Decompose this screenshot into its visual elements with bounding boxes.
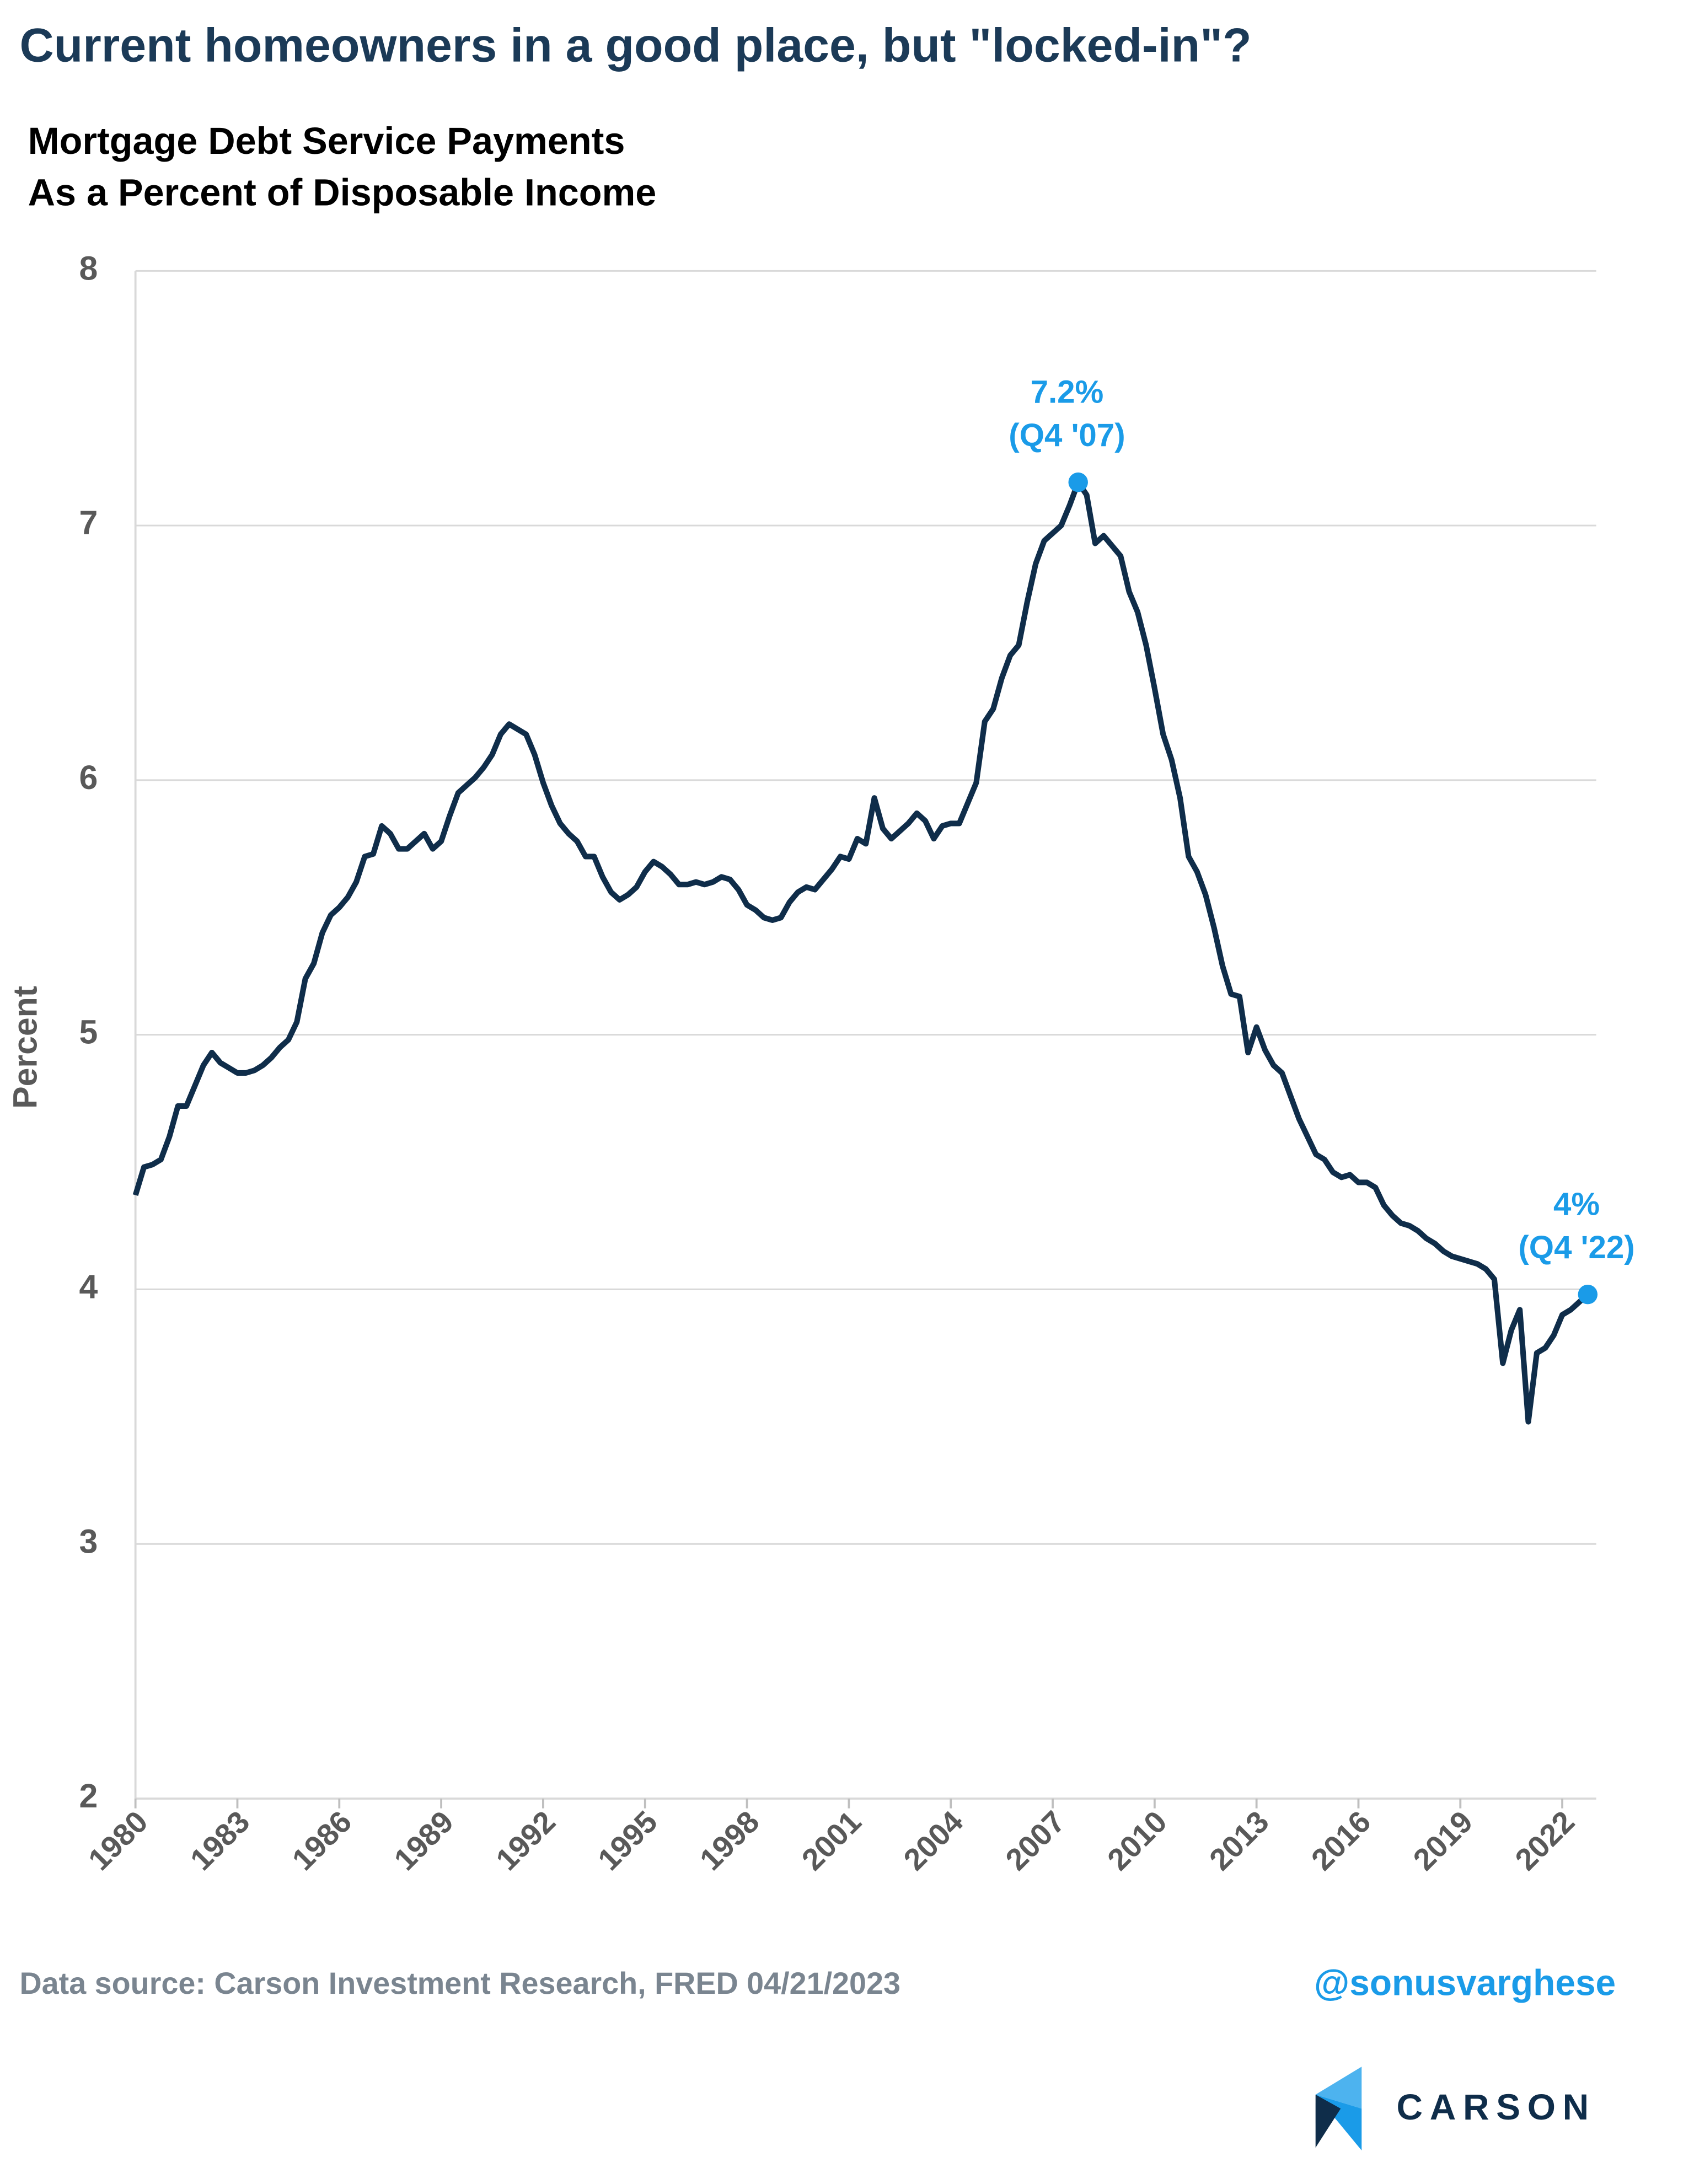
y-tick-label: 3 [79, 1522, 98, 1560]
y-tick-label: 5 [79, 1013, 98, 1051]
x-tick-label: 1980 [82, 1804, 154, 1876]
chart-title: Current homeowners in a good place, but … [19, 19, 1251, 72]
x-tick-label: 1989 [388, 1804, 460, 1876]
line [132, 479, 1590, 1425]
y-tick-label: 2 [79, 1777, 98, 1815]
y-tick-label: 8 [79, 249, 98, 287]
x-tick-label: 1992 [490, 1804, 562, 1876]
annotation-label: (Q4 '22) [1518, 1230, 1634, 1265]
x-tick-label: 2019 [1407, 1804, 1479, 1876]
x-tick-label: 2022 [1509, 1804, 1581, 1876]
y-axis-label: Percent [7, 986, 44, 1109]
x-tick-label: 1986 [286, 1804, 358, 1876]
x-tick-label: 1995 [591, 1804, 663, 1876]
x-tick-label: 2010 [1101, 1804, 1173, 1876]
y-tick-label: 7 [79, 504, 98, 541]
x-tick-label: 2001 [795, 1804, 867, 1876]
y-tick-label: 4 [79, 1268, 98, 1305]
x-tick-label: 1998 [693, 1804, 765, 1876]
annotation-point [1068, 472, 1088, 492]
chart-subtitle: Mortgage Debt Service Payments [28, 120, 625, 162]
logo-icon [1315, 2067, 1362, 2151]
x-tick-label: 2007 [999, 1804, 1071, 1876]
logo-text: CARSON [1397, 2086, 1596, 2127]
x-tick-label: 1983 [184, 1804, 256, 1876]
chart-subtitle: As a Percent of Disposable Income [28, 172, 657, 214]
source: Data source: Carson Investment Research,… [19, 1966, 900, 2000]
annotation-label: 7.2% [1031, 374, 1104, 410]
x-tick-label: 2004 [897, 1804, 969, 1876]
y-tick-label: 6 [79, 759, 98, 796]
x-tick-label: 2016 [1305, 1804, 1377, 1876]
x-tick-label: 2013 [1203, 1804, 1275, 1876]
handle: @sonusvarghese [1314, 1962, 1616, 2003]
annotation-point [1578, 1284, 1598, 1305]
annotation-label: 4% [1553, 1187, 1600, 1222]
annotation-label: (Q4 '07) [1009, 417, 1125, 453]
